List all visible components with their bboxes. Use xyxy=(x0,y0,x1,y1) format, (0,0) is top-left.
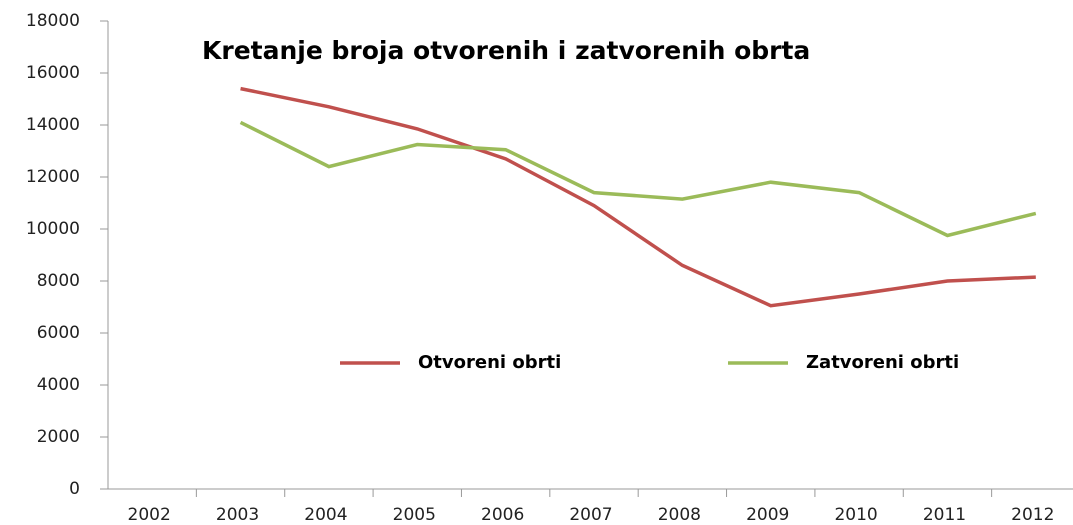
y-tick-label: 14000 xyxy=(26,115,80,135)
x-tick-label: 2004 xyxy=(304,505,347,525)
y-tick-label: 16000 xyxy=(26,63,80,83)
x-tick-label: 2011 xyxy=(923,505,966,525)
x-tick-label: 2007 xyxy=(569,505,612,525)
y-tick-label: 18000 xyxy=(26,11,80,31)
x-tick-label: 2006 xyxy=(481,505,524,525)
x-tick-label: 2010 xyxy=(834,505,877,525)
y-tick-label: 0 xyxy=(69,479,80,499)
series-line xyxy=(240,86,1036,308)
legend-label: Otvoreni obrti xyxy=(418,352,561,373)
y-tick-label: 2000 xyxy=(37,427,80,447)
x-tick-label: 2005 xyxy=(393,505,436,525)
y-tick-label: 10000 xyxy=(26,219,80,239)
y-tick-label: 8000 xyxy=(37,271,80,291)
x-tick-label: 2012 xyxy=(1011,505,1054,525)
y-tick-label: 4000 xyxy=(37,375,80,395)
x-tick-label: 2009 xyxy=(746,505,789,525)
x-tick-label: 2008 xyxy=(658,505,701,525)
y-tick-label: 6000 xyxy=(37,323,80,343)
series-line xyxy=(239,120,1037,238)
y-tick-label: 12000 xyxy=(26,167,80,187)
chart-title: Kretanje broja otvorenih i zatvorenih ob… xyxy=(202,36,810,65)
x-tick-label: 2003 xyxy=(216,505,259,525)
legend-label: Zatvoreni obrti xyxy=(806,352,959,373)
x-tick-label: 2002 xyxy=(128,505,171,525)
